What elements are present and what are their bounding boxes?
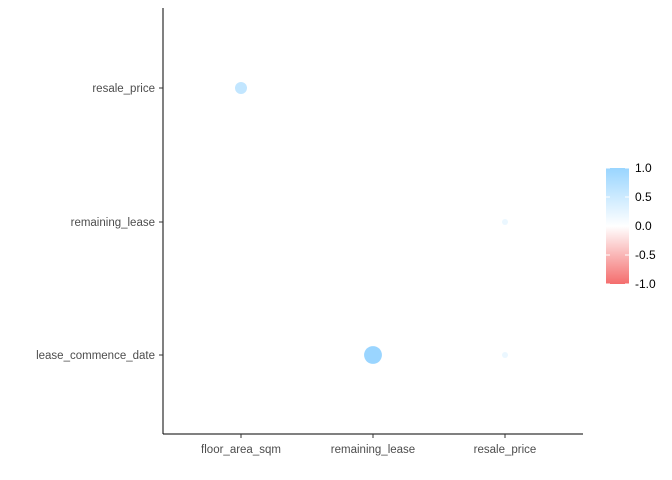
legend-colorbar [606, 168, 629, 284]
correlation-point [502, 219, 508, 225]
correlation-point [502, 352, 508, 358]
plot-area [235, 82, 508, 364]
x-tick-label: floor_area_sqm [201, 444, 281, 456]
y-tick-label: lease_commence_date [36, 350, 155, 362]
legend-tick-label: 0.0 [635, 219, 652, 233]
legend-tick-label: -0.5 [635, 248, 656, 262]
color-legend: 1.0 0.5 0.0 -0.5 -1.0 [606, 161, 656, 291]
correlation-point [235, 82, 247, 94]
x-tick-label: resale_price [474, 444, 537, 456]
y-tick-label: resale_price [92, 83, 155, 95]
legend-tick-label: -1.0 [635, 277, 656, 291]
legend-tick-label: 1.0 [635, 161, 652, 175]
axes: floor_area_sqm remaining_lease resale_pric… [36, 8, 583, 456]
x-tick-label: remaining_lease [331, 444, 415, 456]
legend-tick-label: 0.5 [635, 190, 652, 204]
correlation-point [364, 346, 382, 364]
y-tick-label: remaining_lease [71, 217, 155, 229]
